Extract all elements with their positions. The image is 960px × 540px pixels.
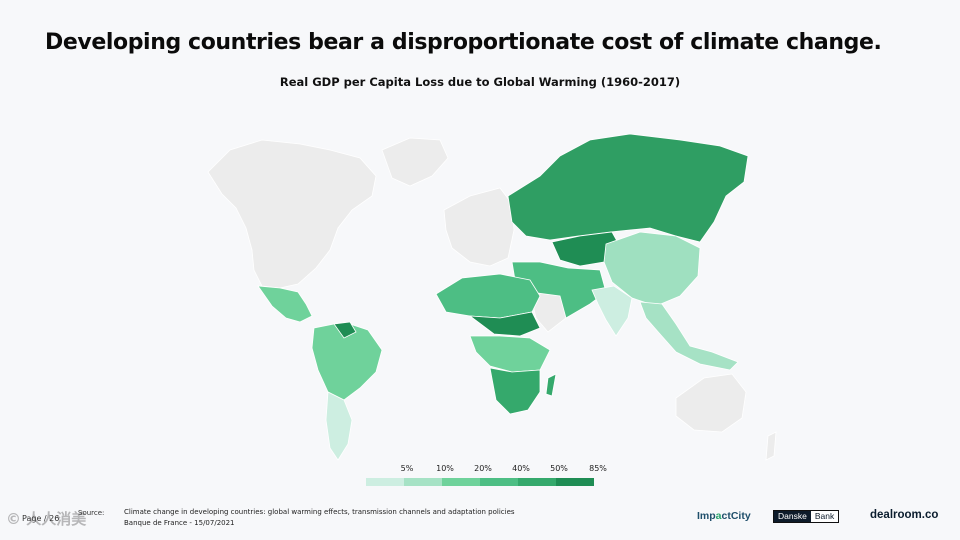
region-south-america-north — [311, 321, 383, 401]
region-southern-africa — [489, 367, 541, 415]
map-title: Real GDP per Capita Loss due to Global W… — [279, 75, 681, 89]
legend-label: 20% — [474, 464, 492, 473]
legend-swatch — [518, 478, 556, 486]
region-venezuela — [333, 321, 357, 339]
source-citation: Climate change in developing countries: … — [124, 507, 515, 529]
legend-swatch — [442, 478, 480, 486]
legend-swatch — [404, 478, 442, 486]
region-north-america — [207, 139, 377, 289]
danske-bank-logo: Danske Bank — [773, 510, 840, 523]
logo-text: Danske — [774, 511, 811, 522]
region-russia — [507, 133, 749, 243]
region-australia — [675, 373, 747, 433]
legend-swatch — [366, 478, 404, 486]
logo-accent: a — [715, 510, 722, 522]
region-southeast-asia — [639, 301, 739, 371]
region-india — [591, 285, 633, 337]
region-chile-argentina — [325, 391, 353, 461]
region-mexico — [257, 285, 313, 323]
page-number: Page / 26 — [22, 514, 60, 523]
logo-text: Bank — [810, 511, 839, 522]
legend-swatch — [556, 478, 594, 486]
dealroom-logo: dealroom.co — [870, 509, 939, 521]
legend-label: 50% — [550, 464, 568, 473]
region-sahel — [468, 311, 541, 337]
source-label: Source: — [78, 509, 105, 517]
watermark: © 人人消美 — [6, 510, 87, 528]
logo-text: Imp — [697, 510, 716, 522]
legend-label: 10% — [436, 464, 454, 473]
region-europe — [443, 187, 515, 267]
legend-color-bar — [366, 478, 594, 486]
region-china — [603, 231, 701, 307]
slide-headline: Developing countries bear a disproportio… — [45, 30, 882, 55]
region-new-zealand — [765, 431, 777, 461]
region-greenland — [381, 137, 449, 187]
logo-text: ctCity — [721, 510, 751, 522]
region-arabian-peninsula — [529, 291, 567, 333]
citation-line: Banque de France - 15/07/2021 — [124, 519, 235, 527]
legend-label: 5% — [400, 464, 414, 473]
region-madagascar — [545, 373, 557, 397]
impactcity-logo: ImpactCity — [697, 510, 751, 522]
color-legend: 5% 10% 20% 40% 50% 85% — [366, 464, 607, 488]
legend-swatch — [480, 478, 518, 486]
legend-label: 85% — [589, 464, 607, 473]
legend-label: 40% — [512, 464, 530, 473]
citation-line: Climate change in developing countries: … — [124, 508, 515, 516]
region-central-africa — [469, 335, 551, 373]
region-north-africa — [435, 273, 541, 319]
